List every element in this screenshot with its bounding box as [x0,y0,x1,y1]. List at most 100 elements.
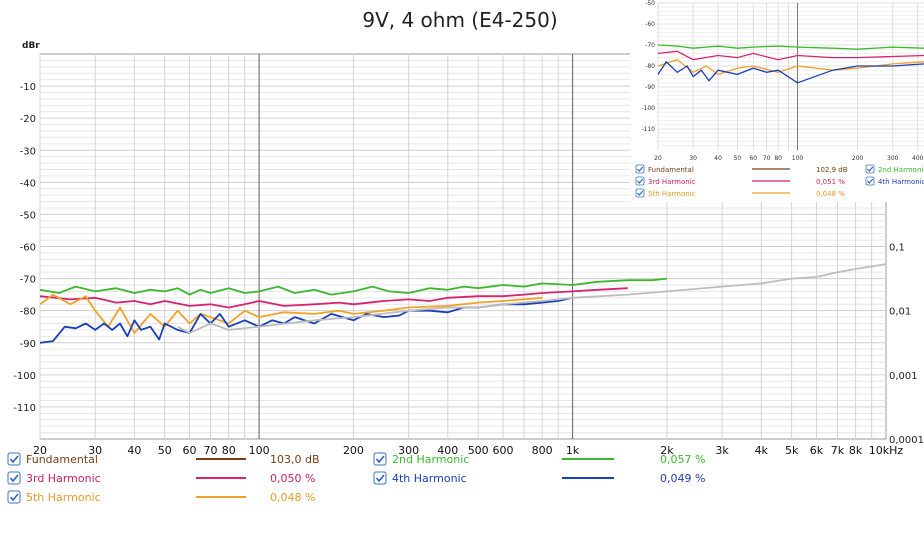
checkmark-icon [9,455,19,464]
legend-item-4th-harmonic[interactable]: 4th Harmonic 0,049 % [373,471,705,485]
inset-x-tick-label: 30 [689,155,697,162]
y-tick-label: -50 [20,210,36,221]
inset-legend-item[interactable]: 3rd Harmonic 0,051 % [635,176,845,186]
legend-label: 5th Harmonic [26,491,101,504]
legend-checkbox[interactable] [373,471,387,485]
inset-x-tick-label: 80 [774,155,782,162]
inset-legend-item[interactable]: Fundamental 102,9 dB [635,164,848,174]
y-tick-label: -90 [20,339,36,350]
inset-legend-value: 0,048 % [816,190,845,198]
inset-legend-checkbox[interactable] [865,164,875,174]
inset-y-tick-label: -50 [645,0,655,7]
inset-x-tick-label: 40 [714,155,722,162]
y-tick-label: -70 [20,275,36,286]
x-tick-label: 5k [785,444,799,457]
legend-checkbox[interactable] [7,490,21,504]
series-line-5th-harmonic [39,293,543,335]
x-tick-label: 6k [810,444,824,457]
x-tick-label: 8k [849,444,863,457]
series-line-4th-harmonic [39,296,573,344]
x-tick-label: 4k [755,444,769,457]
x-tick-label: 500 [468,444,489,457]
x-tick-label: 30 [88,444,102,457]
x-tick-label: 10kHz [869,444,904,457]
inset-x-tick-label: 300 [887,155,899,162]
checkmark-icon [637,190,644,196]
inset-series-line [657,60,924,84]
inset-series-line [657,44,924,50]
inset-legend-item[interactable]: 4th Harmonic [865,176,924,186]
main-series [39,263,887,344]
y-axis-label: dBr [22,41,40,51]
legend-label: 2nd Harmonic [392,453,469,466]
checkmark-icon [375,474,385,483]
series-line-2nd-harmonic [39,277,668,296]
legend-item-3rd-harmonic[interactable]: 3rd Harmonic 0,050 % [7,471,315,485]
inset-legend-item[interactable]: 5th Harmonic 0,048 % [635,188,845,198]
main-axes: -10 -20 -30 -40 -50 -60 -70 -80 -90 -100 -110 20 30 4… [13,82,924,457]
inset-background [630,0,924,202]
checkmark-icon [637,166,644,172]
legend-item-2nd-harmonic[interactable]: 2nd Harmonic 0,057 % [373,452,705,466]
inset-x-tick-label: 50 [734,155,742,162]
inset-legend-checkbox[interactable] [635,164,645,174]
x-tick-label: 1k [566,444,580,457]
right-axis-tick-label: 0,1 [889,243,905,254]
inset-y-tick-label: -110 [641,126,655,133]
right-axis-tick-label: 0,0001 [889,435,924,446]
inset-x-tick-label: 60 [749,155,757,162]
inset-y-tick-label: -100 [641,105,655,112]
inset-legend-checkbox[interactable] [635,188,645,198]
x-tick-label: 400 [437,444,458,457]
x-tick-label: 3k [715,444,729,457]
x-tick-label: 80 [222,444,236,457]
y-tick-label: -110 [13,403,36,414]
inset-legend-label: 3rd Harmonic [648,178,696,186]
x-tick-label: 20 [33,444,47,457]
inset-series-line [657,50,924,61]
inset-x-tick-label: 100 [792,155,804,162]
checkmark-icon [9,474,19,483]
inset-x-tick-label: 400 [912,155,924,162]
series-line-other-harmonics [177,263,887,335]
inset-legend-item[interactable]: 2nd Harmonic [865,164,924,174]
legend-checkbox[interactable] [7,452,21,466]
y-tick-label: -100 [13,371,36,382]
inset-legend-checkbox[interactable] [635,176,645,186]
legend-item-fundamental[interactable]: Fundamental 103,0 dB [7,452,320,466]
x-tick-label: 60 [183,444,197,457]
legend-value: 0,057 % [660,453,705,466]
x-tick-label: 800 [532,444,553,457]
legend-checkbox[interactable] [7,471,21,485]
inset-x-tick-label: 200 [852,155,864,162]
checkmark-icon [375,455,385,464]
y-tick-label: -60 [20,243,36,254]
inset-legend-checkbox[interactable] [865,176,875,186]
y-tick-label: -80 [20,307,36,318]
right-axis-tick-label: 0,01 [889,307,911,318]
inset-x-tick-label: 70 [763,155,771,162]
checkmark-icon [867,166,874,172]
y-tick-label: -20 [20,114,36,125]
inset-legend-label: 5th Harmonic [648,190,696,198]
legend-value: 0,049 % [660,472,705,485]
legend-value: 0,048 % [270,491,315,504]
inset-legend-value: 102,9 dB [816,166,848,174]
main-legend: Fundamental 103,0 dB 2nd Harmonic 0,057 % 3r… [7,452,705,504]
inset-legend-label: Fundamental [648,166,694,174]
inset-legend-label: 4th Harmonic [878,178,924,186]
legend-item-5th-harmonic[interactable]: 5th Harmonic 0,048 % [7,490,315,504]
legend-value: 0,050 % [270,472,315,485]
series-line-3rd-harmonic [39,287,628,309]
inset-y-tick-label: -80 [645,63,655,70]
checkmark-icon [9,493,19,502]
checkmark-icon [637,178,644,184]
inset-y-tick-label: -90 [645,84,655,91]
x-tick-label: 7k [831,444,845,457]
inset-legend-value: 0,051 % [816,178,845,186]
y-tick-label: -40 [20,178,36,189]
x-tick-label: 200 [343,444,364,457]
legend-checkbox[interactable] [373,452,387,466]
inset-legend-label: 2nd Harmonic [878,166,924,174]
legend-label: 4th Harmonic [392,472,467,485]
